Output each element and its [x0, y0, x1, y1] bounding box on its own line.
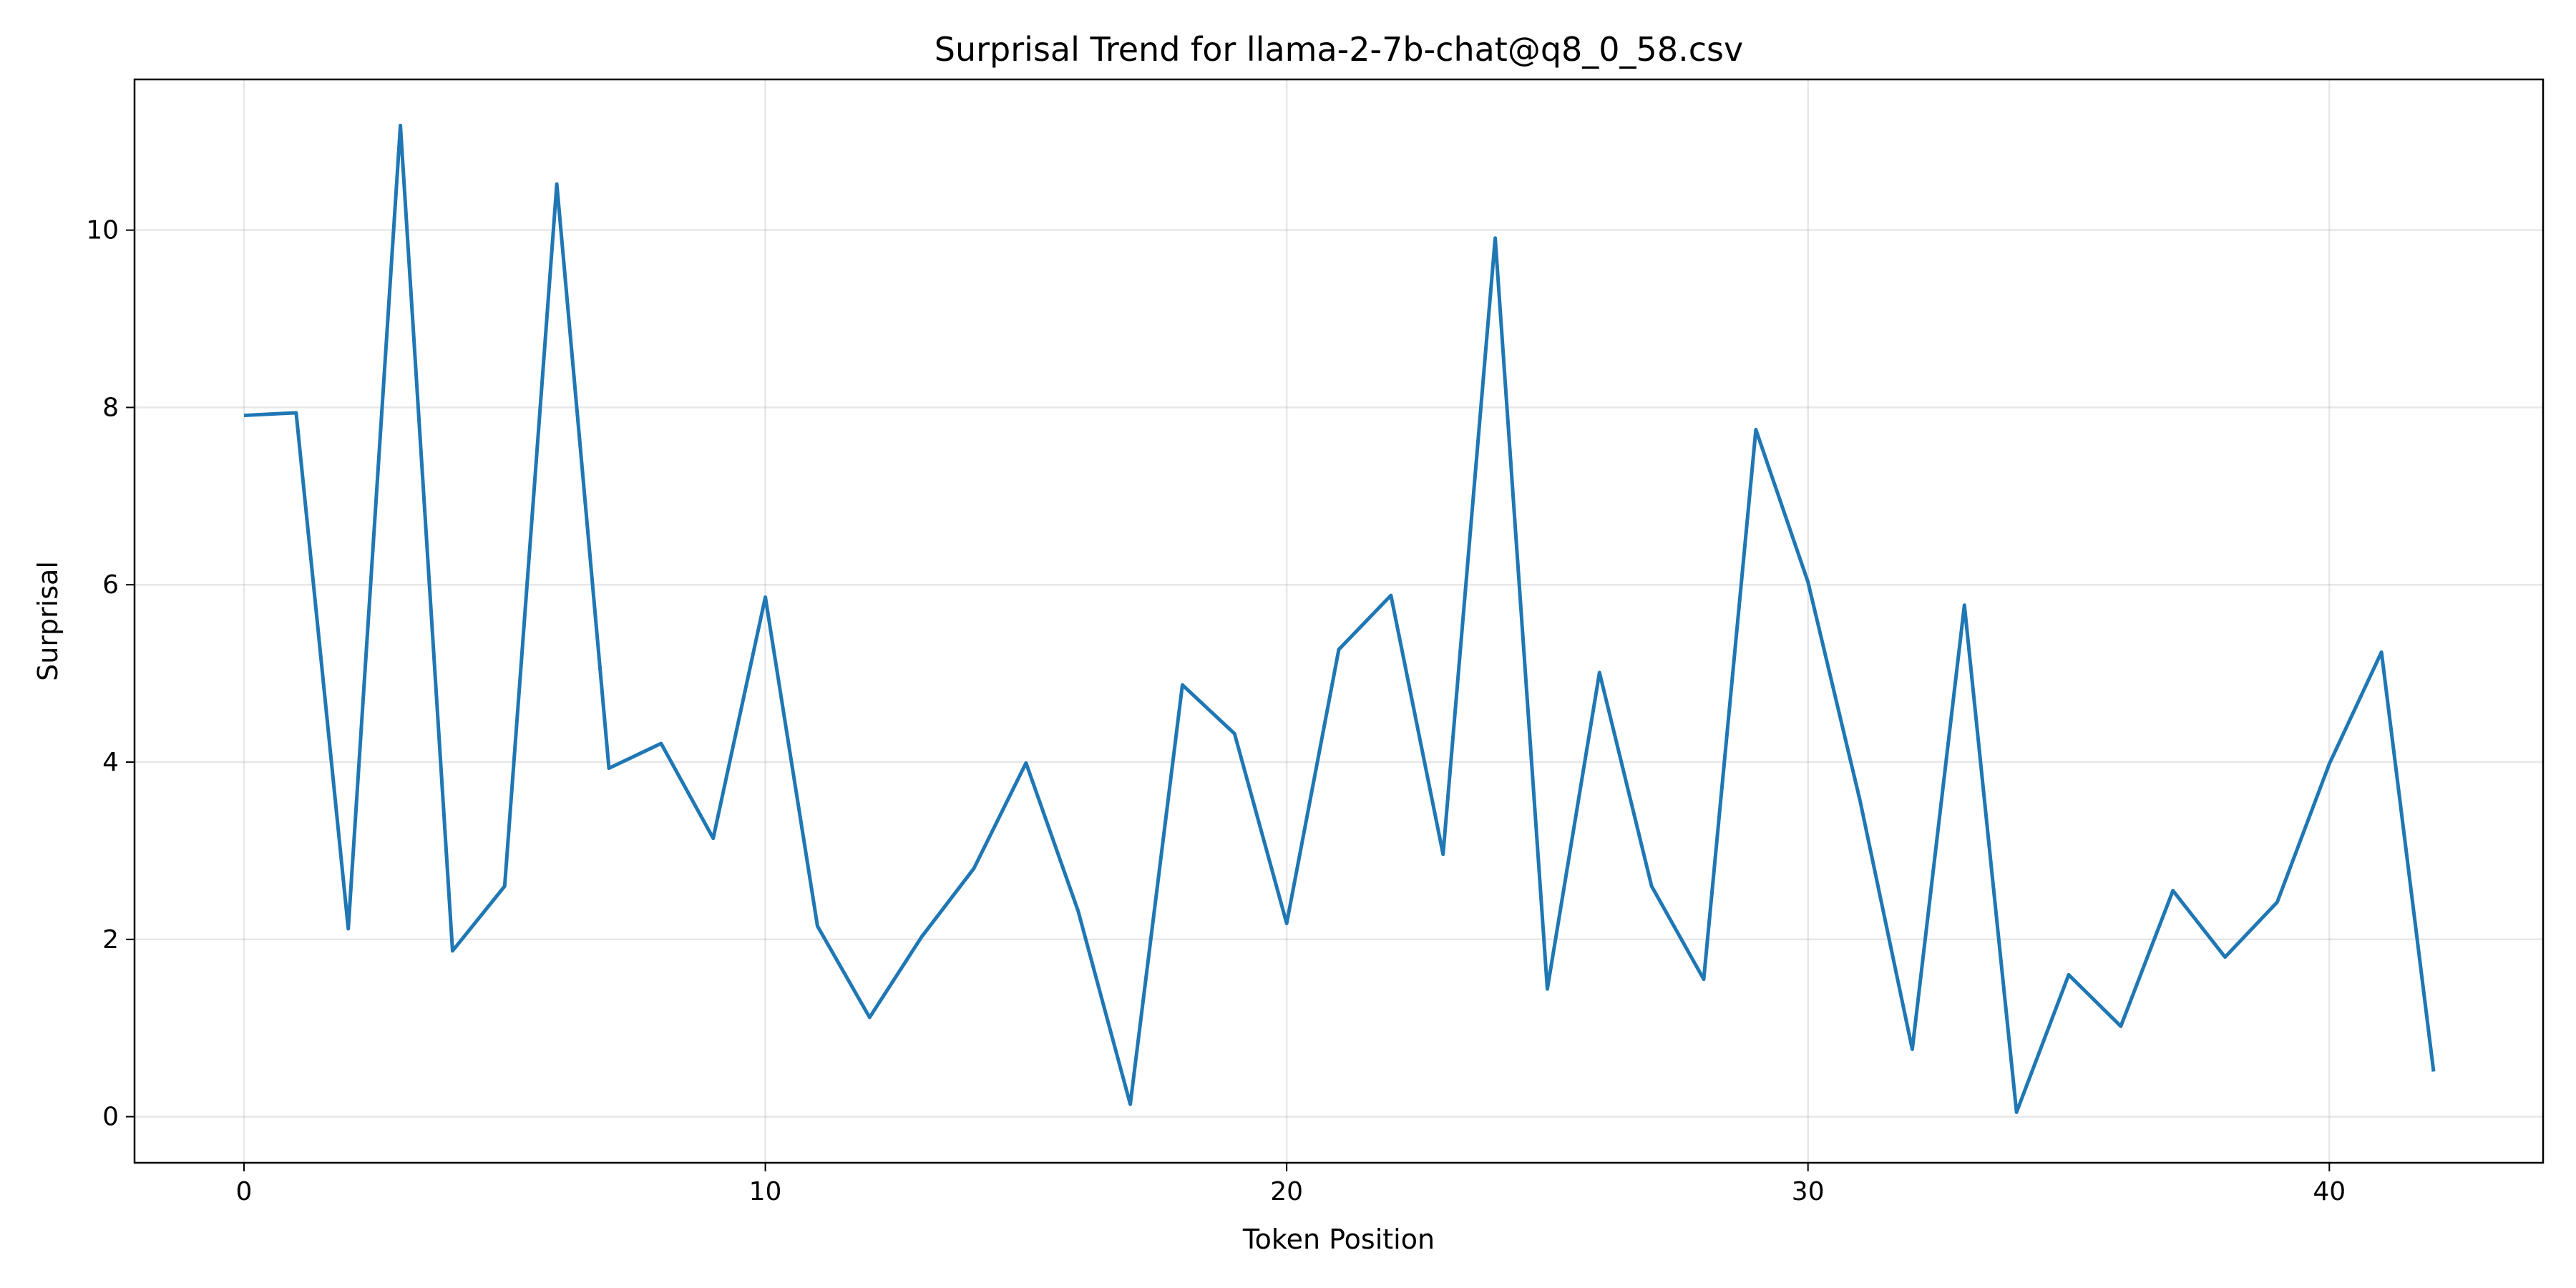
- y-tick-label: 10: [86, 216, 119, 245]
- y-axis-label: Surprisal: [32, 561, 64, 681]
- chart-title: Surprisal Trend for llama-2-7b-chat@q8_0…: [935, 30, 1743, 69]
- x-tick-label: 0: [236, 1177, 253, 1206]
- axis-ticks: 0 10 20 30 40 0 2 4 6 8 10: [86, 216, 2346, 1206]
- x-tick-label: 30: [1792, 1177, 1825, 1206]
- x-axis-label: Token Position: [1242, 1224, 1435, 1255]
- x-tick-label: 10: [749, 1177, 782, 1206]
- y-tick-label: 6: [102, 570, 119, 600]
- grid-lines: [135, 79, 2543, 1163]
- y-tick-label: 2: [102, 925, 119, 955]
- x-tick-label: 20: [1270, 1177, 1303, 1206]
- y-tick-label: 4: [102, 748, 119, 777]
- x-tick-label: 40: [2313, 1177, 2346, 1206]
- series-lines: [243, 123, 2436, 1114]
- plot-area-frame: [133, 78, 2545, 1164]
- y-tick-label: 8: [102, 393, 119, 422]
- y-tick-label: 0: [102, 1103, 119, 1132]
- series-line-0: [243, 123, 2436, 1114]
